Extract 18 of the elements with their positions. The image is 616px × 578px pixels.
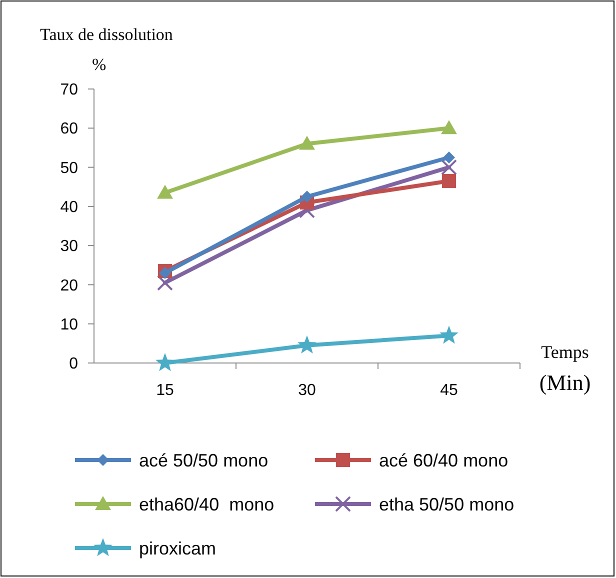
y-tick-label: 20 bbox=[60, 277, 78, 294]
y-tick-label: 40 bbox=[60, 199, 78, 216]
y-tick-label: 60 bbox=[60, 120, 78, 138]
y-tick-label: 30 bbox=[60, 238, 78, 256]
y-tick-label: 70 bbox=[60, 82, 78, 99]
legend-label: etha 50/50 mono bbox=[379, 494, 514, 514]
legend-label: etha60/40 mono bbox=[139, 494, 274, 514]
y-tick-label: 0 bbox=[69, 356, 78, 373]
x-tick-label: 15 bbox=[156, 382, 174, 399]
x-tick-label: 45 bbox=[440, 382, 458, 399]
y-tick-label: 50 bbox=[60, 160, 78, 177]
legend-label: piroxicam bbox=[139, 538, 216, 558]
y-axis-title: Taux de dissolution % bbox=[40, 25, 174, 74]
y-tick-label: 10 bbox=[60, 316, 78, 334]
x-tick-label: 30 bbox=[298, 382, 316, 399]
x-axis-title: Temps (Min) bbox=[539, 342, 591, 395]
legend-label: acé 60/40 mono bbox=[379, 450, 508, 470]
legend-label: acé 50/50 mono bbox=[139, 450, 268, 470]
